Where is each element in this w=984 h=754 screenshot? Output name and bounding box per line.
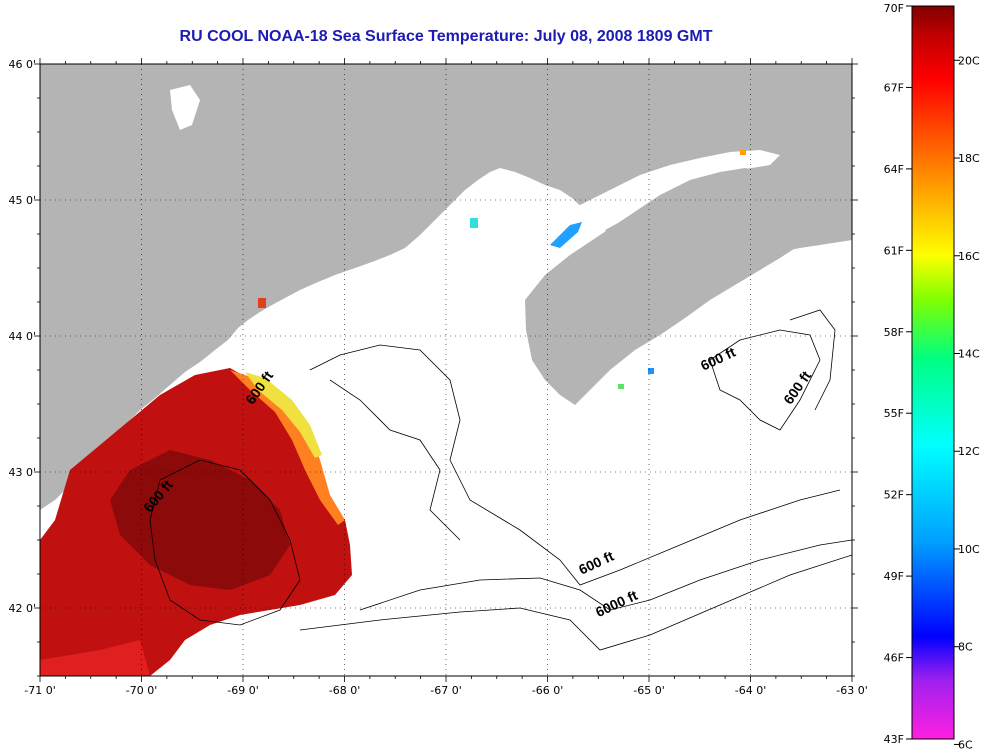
sst-orange-speck [740, 150, 746, 155]
sst-cold-speck [470, 218, 478, 228]
bathymetry-contours [149, 309, 852, 651]
colorbar-f-label: 64F [884, 163, 904, 176]
x-tick-label: -69 0' [227, 684, 259, 697]
x-tick-label: -63 0' [836, 684, 868, 697]
colorbar-c-label: 6C [958, 738, 973, 751]
sst-cold-patch-fundy [550, 222, 582, 248]
longitude-labels: -71 0' -70 0' -69 0' -68 0' -67 0' -66 0' -65 … [24, 684, 868, 697]
sst-cold-speck-2 [648, 368, 654, 374]
colorbar-f-label: 70F [884, 2, 904, 15]
colorbar-f-label: 61F [884, 244, 904, 257]
y-tick-label: 46 0' [8, 58, 36, 71]
colorbar-c-label: 8C [958, 641, 973, 654]
colorbar-f-label: 52F [884, 489, 904, 502]
colorbar-fahrenheit-labels: 70F 67F 64F 61F 58F 55F 52F 49F 46F 43F [884, 2, 912, 746]
colorbar-c-label: 12C [958, 445, 980, 458]
y-tick-label: 43 0' [8, 466, 36, 479]
x-tick-label: -70 0' [126, 684, 158, 697]
colorbar-c-label: 14C [958, 347, 980, 360]
colorbar-c-label: 16C [958, 250, 980, 263]
colorbar-f-label: 43F [884, 733, 904, 746]
map-title: RU COOL NOAA-18 Sea Surface Temperature:… [179, 28, 713, 45]
x-tick-label: -66 0' [532, 684, 564, 697]
sst-southern-red [40, 640, 150, 676]
map-ticks [34, 58, 858, 682]
y-tick-label: 45 0' [8, 194, 36, 207]
colorbar-f-label: 46F [884, 652, 904, 665]
sst-edge-orange [230, 370, 345, 525]
sst-hot-core [110, 450, 290, 590]
colorbar [911, 5, 955, 740]
colorbar-f-label: 58F [884, 326, 904, 339]
colorbar-c-label: 10C [958, 543, 980, 556]
sst-green-speck [618, 384, 624, 389]
x-tick-label: -68 0' [329, 684, 361, 697]
colorbar-f-label: 55F [884, 407, 904, 420]
colorbar-c-label: 18C [958, 152, 980, 165]
colorbar-f-label: 67F [884, 81, 904, 94]
map-gridlines [40, 64, 852, 676]
x-tick-label: -71 0' [24, 684, 56, 697]
sst-edge-yellow [245, 372, 322, 458]
latitude-labels: 46 0' 45 0' 44 0' 43 0' 42 0' [8, 58, 36, 615]
sst-coastal-speck [258, 298, 266, 308]
inland-lake-2 [460, 235, 475, 262]
land-nova-scotia [525, 168, 820, 405]
colorbar-f-label: 49F [884, 570, 904, 583]
colorbar-celsius-labels: 20C 18C 16C 14C 12C 10C 8C 6C [954, 54, 980, 751]
y-tick-label: 42 0' [8, 602, 36, 615]
x-tick-label: -65 0' [633, 684, 665, 697]
inland-lake [170, 85, 200, 130]
y-tick-label: 44 0' [8, 330, 36, 343]
colorbar-c-label: 20C [958, 54, 980, 67]
x-tick-label: -67 0' [430, 684, 462, 697]
x-tick-label: -64 0' [735, 684, 767, 697]
